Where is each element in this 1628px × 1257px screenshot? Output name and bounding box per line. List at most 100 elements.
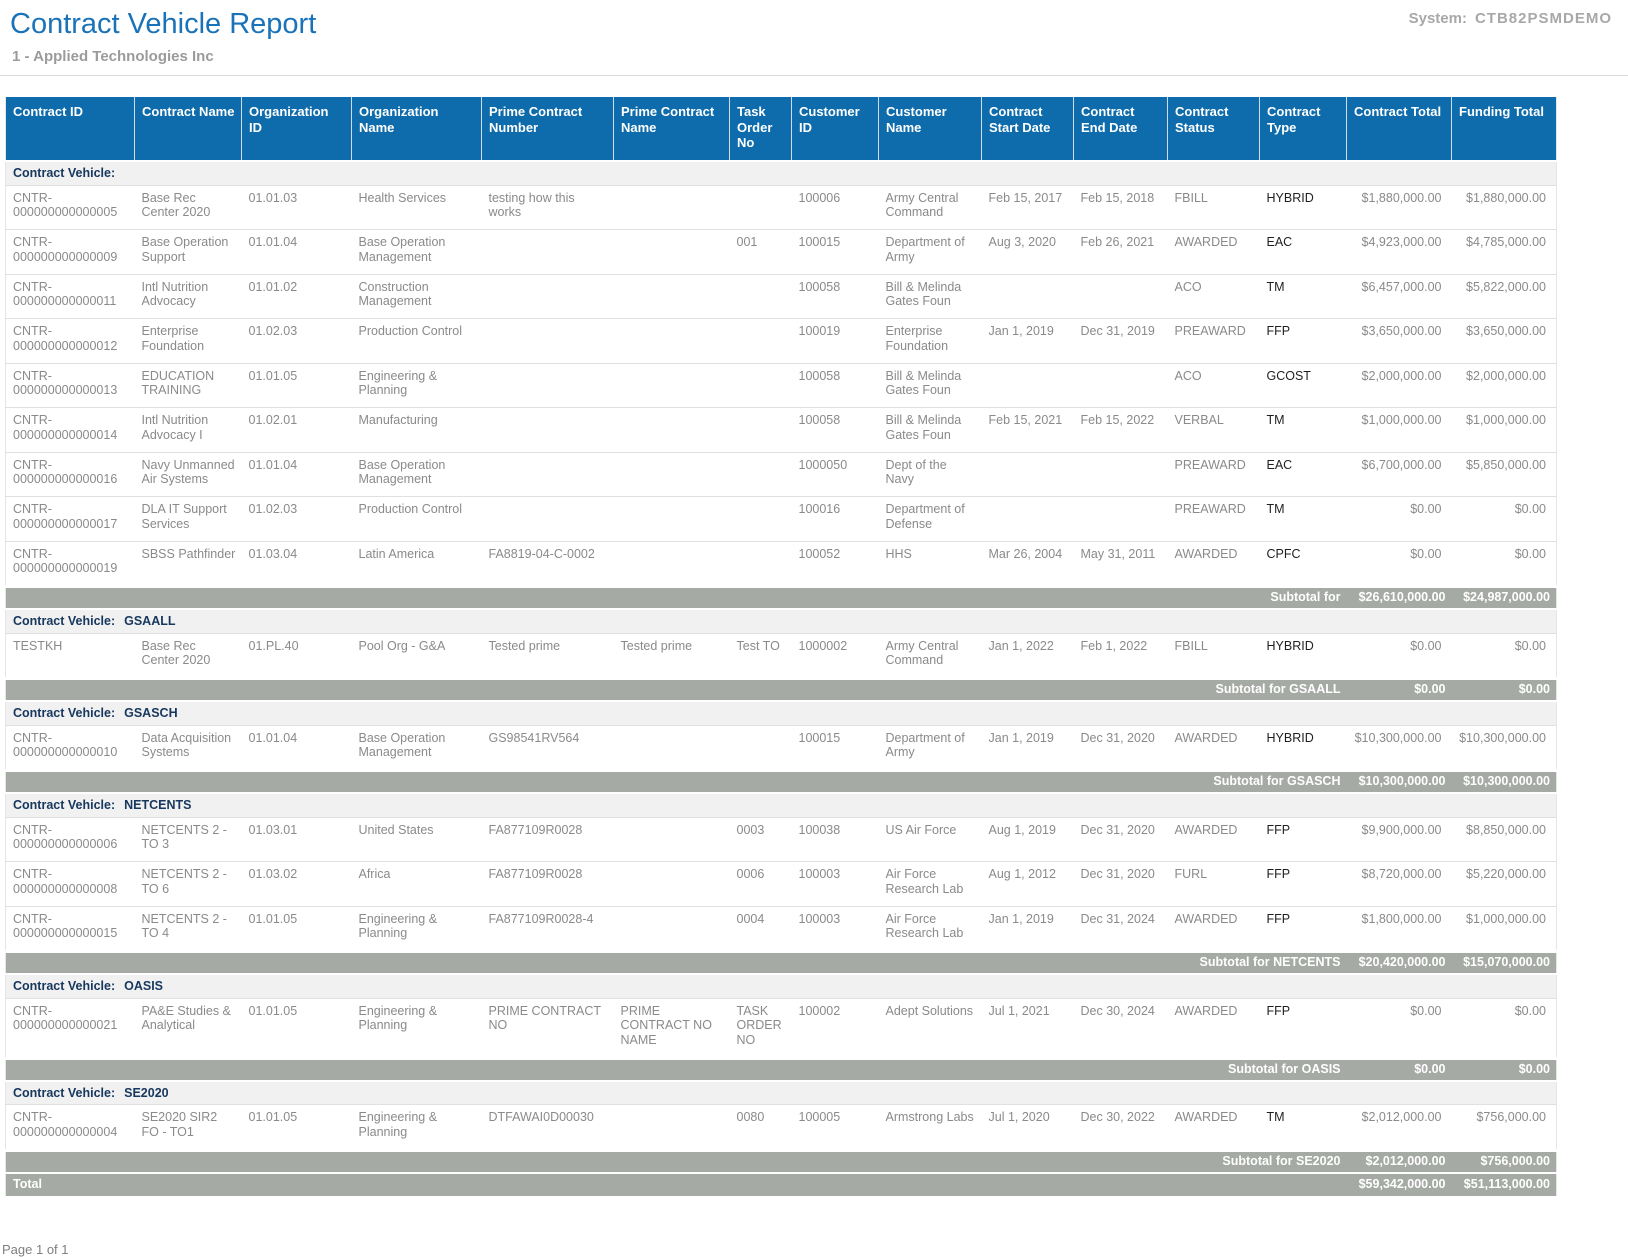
cell-contract_id: CNTR-000000000000008 [5,861,135,907]
column-header-contract_start_date: Contract Start Date [981,97,1074,162]
cell-prime_contract_name [613,541,730,588]
cell-contract_id: CNTR-000000000000016 [5,452,135,498]
cell-prime_contract_number: FA877109R0028 [481,817,614,863]
cell-contract_status: AWARDED [1167,541,1260,588]
cell-organization_id: 01.01.03 [241,185,352,231]
group-vehicle-name: SE2020 [124,1085,169,1100]
header-divider [0,75,1628,76]
cell-prime_contract_name: Tested prime [613,633,730,680]
header-row: Contract ID Contract Name Organization ID O… [5,97,1557,162]
subtotal-row: Subtotal for GSASCH $10,300,000.00 $10,300… [5,769,1557,794]
cell-organization_id: 01.01.05 [241,1104,352,1151]
cell-organization_id: 01.03.02 [241,861,352,907]
cell-contract_start_date [981,363,1074,409]
subtotal-row: Subtotal for OASIS $0.00 $0.00 [5,1056,1557,1082]
cell-funding_total: $8,850,000.00 [1451,817,1557,863]
cell-customer_id: 1000050 [791,452,879,498]
cell-contract_start_date: Jan 1, 2019 [981,725,1074,772]
subtotal-contract-total: $2,012,000.00 [1346,1148,1452,1174]
cell-funding_total: $0.00 [1451,633,1557,680]
table-row: CNTR-000000000000013 EDUCATION TRAINING 01… [5,363,1557,409]
cell-contract_total: $4,923,000.00 [1346,229,1452,275]
cell-contract_name: Data Acquisition Systems [134,725,242,772]
cell-task_order_no: 0080 [729,1104,792,1151]
column-header-prime_contract_name: Prime Contract Name [613,97,730,162]
subtotal-contract-total: $0.00 [1346,1056,1452,1082]
cell-contract_id: CNTR-000000000000012 [5,318,135,364]
cell-contract_id: CNTR-000000000000013 [5,363,135,409]
cell-contract_start_date [981,274,1074,320]
cell-task_order_no [729,452,792,498]
cell-customer_id: 100005 [791,1104,879,1151]
table-row: CNTR-000000000000010 Data Acquisition Sys… [5,725,1557,772]
page-title: Contract Vehicle Report [10,8,317,40]
cell-organization_name: Pool Org - G&A [351,633,482,680]
cell-prime_contract_number [481,318,614,364]
cell-contract_status: PREAWARD [1167,496,1260,542]
cell-organization_id: 01.01.04 [241,229,352,275]
subtotal-label: Subtotal for NETCENTS [5,950,1347,975]
cell-contract_total: $8,720,000.00 [1346,861,1452,907]
column-header-organization_name: Organization Name [351,97,482,162]
group-header-cell: Contract Vehicle: GSAALL [5,608,1557,634]
cell-contract_end_date: Dec 30, 2024 [1073,998,1168,1059]
cell-funding_total: $756,000.00 [1451,1104,1557,1151]
table-row: CNTR-000000000000006 NETCENTS 2 - TO 3 01.… [5,817,1557,863]
cell-organization_id: 01.01.02 [241,274,352,320]
cell-prime_contract_name [613,363,730,409]
table-row: CNTR-000000000000004 SE2020 SIR2 FO - TO1… [5,1104,1557,1151]
cell-organization_name: United States [351,817,482,863]
cell-customer_name: Department of Defense [878,496,982,542]
cell-organization_name: Engineering & Planning [351,998,482,1059]
cell-prime_contract_name [613,817,730,863]
cell-contract_type: GCOST [1259,363,1347,409]
cell-contract_name: SE2020 SIR2 FO - TO1 [134,1104,242,1151]
cell-customer_name: Bill & Melinda Gates Foun [878,274,982,320]
group-vehicle-name: GSAALL [124,613,176,628]
cell-prime_contract_number [481,496,614,542]
cell-funding_total: $10,300,000.00 [1451,725,1557,772]
table-row: CNTR-000000000000015 NETCENTS 2 - TO 4 01.… [5,906,1557,953]
grand-total-contract-total: $59,342,000.00 [1346,1172,1452,1197]
cell-task_order_no [729,318,792,364]
page-header: Contract Vehicle Report 1 - Applied Tech… [0,0,1628,75]
cell-organization_id: 01.03.04 [241,541,352,588]
cell-contract_end_date: Dec 31, 2020 [1073,725,1168,772]
cell-organization_name: Production Control [351,318,482,364]
cell-organization_name: Engineering & Planning [351,906,482,953]
cell-funding_total: $5,822,000.00 [1451,274,1557,320]
cell-contract_id: CNTR-000000000000019 [5,541,135,588]
cell-contract_name: Intl Nutrition Advocacy I [134,407,242,453]
cell-contract_total: $0.00 [1346,998,1452,1059]
system-label: System: [1408,10,1467,27]
cell-contract_total: $3,650,000.00 [1346,318,1452,364]
cell-funding_total: $0.00 [1451,496,1557,542]
column-header-contract_status: Contract Status [1167,97,1260,162]
table-row: CNTR-000000000000017 DLA IT Support Servi… [5,496,1557,542]
cell-funding_total: $5,220,000.00 [1451,861,1557,907]
cell-contract_name: PA&E Studies & Analytical [134,998,242,1059]
cell-contract_name: SBSS Pathfinder [134,541,242,588]
cell-customer_name: US Air Force [878,817,982,863]
cell-contract_type: TM [1259,496,1347,542]
cell-contract_id: CNTR-000000000000004 [5,1104,135,1151]
cell-prime_contract_number: FA8819-04-C-0002 [481,541,614,588]
cell-organization_id: 01.02.03 [241,318,352,364]
cell-customer_id: 100052 [791,541,879,588]
cell-prime_contract_number [481,229,614,275]
subtotal-row: Subtotal for SE2020 $2,012,000.00 $756,000… [5,1148,1557,1174]
cell-prime_contract_name [613,725,730,772]
cell-contract_end_date: Dec 31, 2020 [1073,817,1168,863]
grand-total-funding-total: $51,113,000.00 [1451,1172,1557,1197]
cell-organization_id: 01.01.05 [241,906,352,953]
cell-task_order_no: 0003 [729,817,792,863]
column-header-funding_total: Funding Total [1451,97,1557,162]
column-header-customer_name: Customer Name [878,97,982,162]
cell-task_order_no: 0006 [729,861,792,907]
cell-organization_id: 01.01.05 [241,998,352,1059]
subtotal-row: Subtotal for $26,610,000.00 $24,987,000.00 [5,585,1557,610]
cell-contract_id: CNTR-000000000000015 [5,906,135,953]
cell-contract_type: EAC [1259,229,1347,275]
column-header-contract_type: Contract Type [1259,97,1347,162]
cell-contract_type: FFP [1259,906,1347,953]
